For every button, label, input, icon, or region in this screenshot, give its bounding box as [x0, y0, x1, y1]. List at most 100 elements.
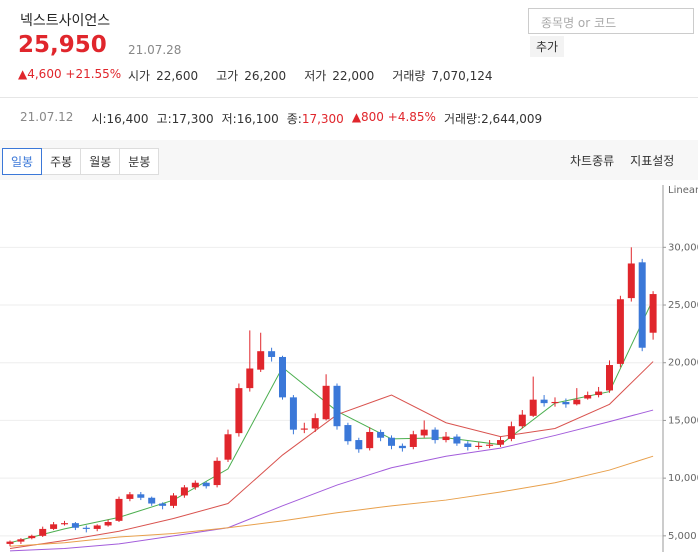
setting-button[interactable]: 지표설정: [630, 154, 675, 168]
stat: 시가 22,600: [128, 67, 198, 84]
candle-body: [573, 399, 581, 405]
candle-body: [595, 391, 603, 396]
candle-body: [497, 440, 504, 445]
moving-average: [9, 299, 654, 544]
candle-body: [93, 525, 101, 529]
candle-body: [148, 497, 156, 504]
day-volume-label: 거래량:: [443, 112, 482, 126]
day-change: ▲800 +4.85%: [351, 110, 436, 124]
candle-body: [61, 523, 68, 525]
scale-label: Linear: [668, 185, 698, 196]
stat-label: 거래량: [392, 69, 426, 83]
day-value: 16,400: [106, 112, 149, 126]
search-box[interactable]: 종목명 or 코드: [528, 8, 694, 34]
candle-body: [213, 460, 221, 486]
candle-body: [257, 351, 265, 370]
candle-body: [398, 445, 406, 449]
candle-body: [224, 434, 232, 460]
candle-body: [170, 495, 177, 506]
candle-body: [486, 444, 494, 446]
period-button[interactable]: 분봉: [119, 148, 160, 175]
day-label: 종:: [286, 112, 302, 126]
candle-body: [126, 494, 134, 499]
candle-body: [82, 527, 90, 529]
stat: 고가 26,200: [216, 67, 286, 84]
candle-body: [268, 351, 276, 357]
period-button[interactable]: 주봉: [41, 148, 82, 175]
candle-body: [202, 482, 210, 487]
day-value: 16,100: [236, 112, 279, 126]
stock-name: 넥스트사이언스: [20, 13, 111, 29]
candle-body: [39, 528, 47, 536]
candle-body: [71, 523, 79, 528]
candle-body: [17, 539, 25, 542]
search-placeholder: 종목명 or 코드: [541, 16, 617, 30]
day-item: 종:17,300: [287, 110, 344, 127]
day-info: 21.07.12 시:16,400 고:17,300 저:16,100 종:17,300…: [20, 110, 542, 127]
candle-body: [300, 428, 308, 430]
candle-body: [431, 429, 439, 441]
y-tick-label: 15,000: [668, 415, 698, 426]
setting-button[interactable]: 차트종류: [570, 154, 615, 168]
y-tick-label: 30,000: [668, 242, 698, 253]
period-button[interactable]: 월봉: [80, 148, 121, 175]
period-buttons: 일봉 주봉 월봉 분봉: [2, 148, 160, 175]
day-item: 시:16,400: [91, 110, 148, 127]
candle-body: [453, 436, 461, 444]
divider: [0, 97, 698, 98]
candle-body: [50, 524, 58, 529]
y-tick-label: 25,000: [668, 300, 698, 311]
period-button[interactable]: 일봉: [2, 148, 43, 175]
candle-body: [366, 431, 374, 449]
candle-body: [442, 436, 450, 441]
day-date: 21.07.12: [20, 110, 74, 124]
stat-value: 22,000: [332, 69, 375, 83]
stat-value: 7,070,124: [431, 69, 493, 83]
candle-body: [333, 385, 341, 427]
candle-body: [6, 541, 14, 544]
candle-body: [551, 401, 559, 404]
candle-body: [159, 503, 167, 506]
candle-body: [638, 262, 646, 348]
change: ▲4,600 +21.55%: [18, 67, 122, 81]
candle-body: [606, 365, 613, 391]
candle-body: [420, 429, 428, 436]
candle-body: [562, 401, 570, 405]
stat-label: 저가: [304, 69, 327, 83]
stat: 거래량 7,070,124: [392, 67, 492, 84]
day-value: 17,300: [171, 112, 214, 126]
stat-label: 시가: [128, 69, 151, 83]
stat: 저가 22,000: [304, 67, 374, 84]
candle-body: [344, 425, 352, 442]
candle-body: [289, 397, 297, 430]
y-tick-label: 10,000: [668, 473, 698, 484]
day-label: 시:: [91, 112, 107, 126]
day-item: 저:16,100: [222, 110, 279, 127]
candle-body: [475, 445, 483, 447]
candle-body: [246, 368, 254, 389]
day-volume: 거래량:2,644,009: [444, 110, 542, 127]
candle-body: [627, 263, 635, 299]
day-volume-value: 2,644,009: [481, 112, 543, 126]
candle-body: [584, 395, 592, 399]
price: 25,950: [18, 32, 107, 58]
candle-body: [518, 414, 526, 427]
candle-body: [409, 434, 417, 447]
candle-body: [311, 418, 319, 429]
date: 21.07.28: [128, 43, 182, 57]
candle-body: [115, 498, 123, 521]
candle-body: [355, 440, 363, 450]
candle-body: [616, 299, 624, 364]
candle-body: [137, 494, 145, 498]
candle-body: [377, 431, 385, 438]
y-tick-label: 20,000: [668, 358, 698, 369]
candle-body: [529, 399, 537, 416]
day-value: 17,300: [301, 112, 344, 126]
add-button[interactable]: 추가: [530, 36, 565, 57]
candle-body: [388, 437, 395, 446]
candle-body: [322, 385, 330, 420]
candle-body: [191, 482, 199, 488]
moving-average: [9, 455, 654, 547]
candle-body: [235, 388, 243, 434]
